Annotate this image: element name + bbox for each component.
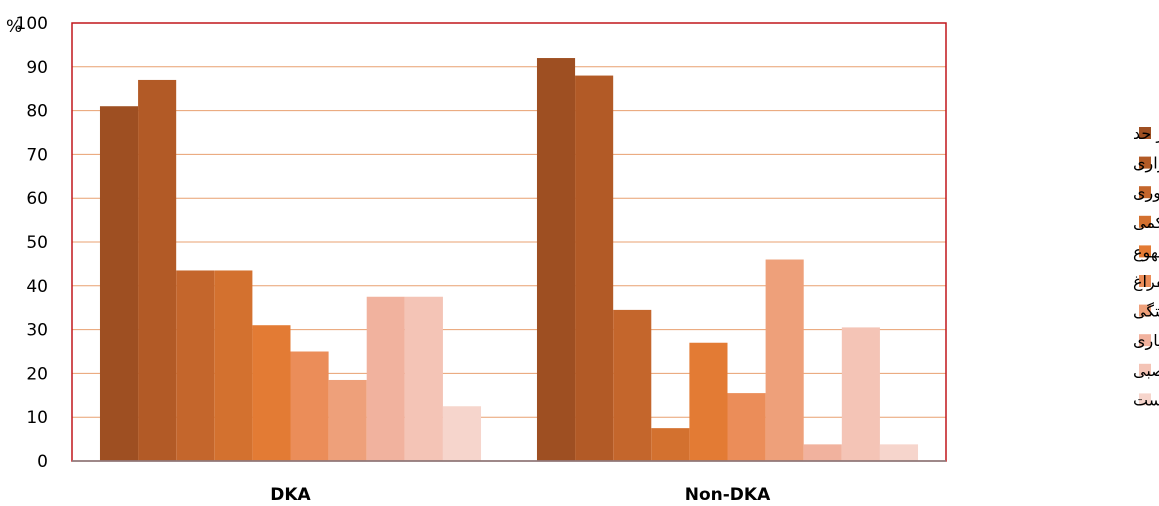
bar <box>536 58 576 461</box>
category-label: Non-DKA <box>685 485 771 505</box>
bar <box>214 270 253 461</box>
y-tick-label: 20 <box>26 364 48 384</box>
y-tick-label: 10 <box>26 408 48 428</box>
legend-swatch <box>1139 215 1151 228</box>
bar <box>138 79 177 461</box>
legend-label: درد شکمی <box>1133 213 1159 233</box>
category-label: DKA <box>270 485 311 505</box>
bar <box>99 106 139 461</box>
y-tick-label: 50 <box>26 233 48 253</box>
bars <box>99 58 919 461</box>
bar <box>328 379 367 461</box>
bar <box>176 270 215 461</box>
legend-swatch <box>1139 275 1151 287</box>
legend-swatch <box>1139 127 1151 139</box>
y-axis-unit: % <box>6 17 22 37</box>
legend-swatch <box>1139 363 1151 376</box>
legend-swatch <box>1139 304 1151 317</box>
bar <box>803 444 842 461</box>
legend-label: تشنگی بیش از حد <box>1133 124 1159 144</box>
bar <box>366 296 405 461</box>
legend-swatch <box>1139 156 1151 169</box>
bar <box>613 309 652 461</box>
legend-label: پرخوری <box>1133 183 1159 203</box>
bar <box>252 325 291 461</box>
y-tick-label: 30 <box>26 321 48 341</box>
bar <box>404 296 443 461</box>
bar <box>689 342 728 461</box>
y-tick-label: 70 <box>26 145 48 165</box>
y-axis-ticks: 0 10 20 30 40 50 60 70 80 90 100 <box>16 14 48 472</box>
category-labels: DKA Non-DKA <box>270 485 771 505</box>
legend-swatch <box>1139 186 1151 199</box>
bar <box>290 351 329 461</box>
bar <box>765 259 804 461</box>
legend: تشنگی بیش از حد پرادراری پرخوری درد شکمی احس… <box>1133 124 1159 410</box>
legend-label: خستگی <box>1133 302 1159 321</box>
legend-label: پرادراری <box>1133 154 1159 174</box>
legend-label: یبوست <box>1133 390 1159 410</box>
y-tick-label: 90 <box>26 58 48 78</box>
legend-label: کم اشتهایی عصبی <box>1133 361 1159 381</box>
y-tick-label: 0 <box>37 452 48 472</box>
legend-swatch <box>1139 334 1151 347</box>
legend-label: احساس تهوع <box>1133 242 1159 262</box>
bar <box>879 444 919 461</box>
legend-swatch <box>1139 393 1151 406</box>
y-tick-label: 40 <box>26 277 48 297</box>
bar <box>841 327 880 461</box>
y-tick-label: 80 <box>26 102 48 122</box>
y-tick-label: 60 <box>26 189 48 209</box>
bar <box>575 75 614 461</box>
legend-swatch <box>1139 245 1151 258</box>
bar <box>651 428 690 461</box>
legend-label: اختلال هوشیاری <box>1133 331 1159 351</box>
bar <box>442 406 482 461</box>
y-tick-label: 100 <box>16 14 48 34</box>
bar <box>727 393 766 461</box>
legend-label: استفراغ <box>1133 272 1159 292</box>
